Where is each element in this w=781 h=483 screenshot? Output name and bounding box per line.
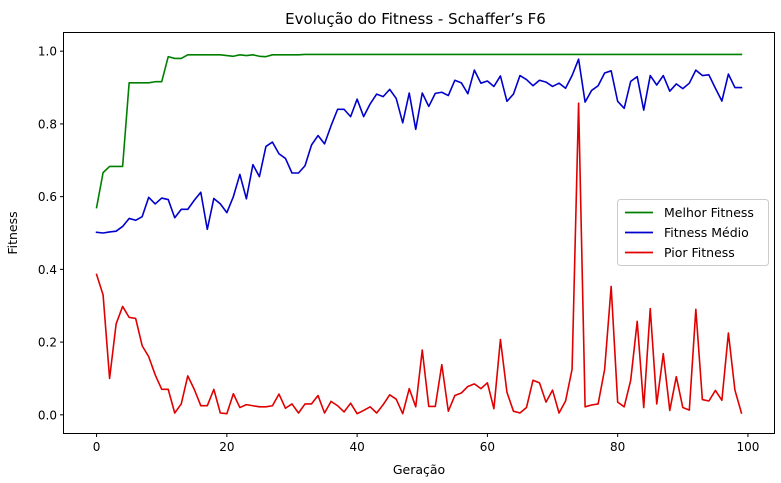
series-layer	[95, 53, 743, 415]
y-tick-label: 0.2	[38, 336, 57, 350]
legend-box	[617, 199, 769, 266]
legend: Melhor Fitness Fitness Médio Pior Fitness	[617, 199, 769, 266]
x-axis-label: Geração	[393, 462, 445, 477]
series-line-melhor-fitness	[95, 53, 743, 209]
x-tick-label: 40	[349, 440, 364, 454]
legend-label: Pior Fitness	[664, 245, 735, 260]
legend-label: Fitness Médio	[664, 225, 749, 240]
series-line-fitness-medio	[95, 58, 743, 234]
y-tick-label: 0.6	[38, 190, 57, 204]
y-axis-label: Fitness	[5, 211, 20, 254]
y-tick-label: 0.0	[38, 408, 57, 422]
chart-title: Evolução do Fitness - Schaffer’s F6	[285, 10, 546, 28]
x-tick-label: 60	[480, 440, 495, 454]
y-tick-label: 0.4	[38, 263, 57, 277]
y-tick-label: 0.8	[38, 117, 57, 131]
plot-area-frame	[63, 32, 775, 434]
x-axis: 0 20 40 60 80 100	[93, 433, 759, 454]
y-axis: 0.0 0.2 0.4 0.6 0.8 1.0	[38, 45, 64, 422]
x-tick-label: 80	[610, 440, 625, 454]
legend-label: Melhor Fitness	[664, 205, 754, 220]
x-tick-label: 0	[93, 440, 101, 454]
y-tick-label: 1.0	[38, 45, 57, 59]
x-tick-label: 100	[736, 440, 759, 454]
x-tick-label: 20	[219, 440, 234, 454]
series-line-pior-fitness	[95, 102, 743, 415]
